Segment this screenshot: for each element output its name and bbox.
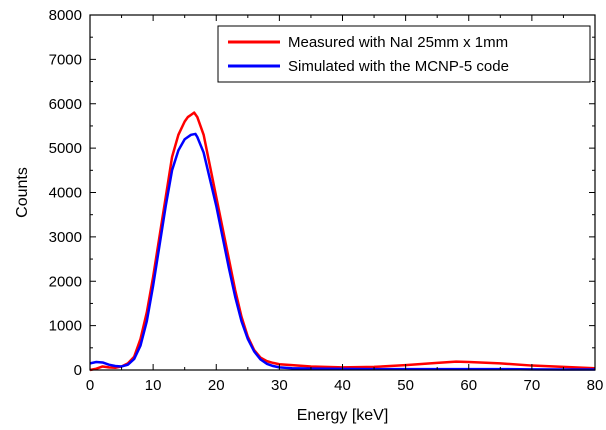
y-tick-label: 7000 bbox=[49, 51, 82, 68]
y-tick-label: 6000 bbox=[49, 96, 82, 113]
y-tick-label: 0 bbox=[74, 362, 82, 379]
x-tick-label: 70 bbox=[524, 377, 541, 394]
y-axis-title: Counts bbox=[14, 167, 31, 218]
y-tick-label: 8000 bbox=[49, 7, 82, 24]
y-tick-label: 3000 bbox=[49, 229, 82, 246]
x-tick-label: 40 bbox=[334, 377, 351, 394]
y-tick-label: 4000 bbox=[49, 185, 82, 202]
y-tick-label: 1000 bbox=[49, 318, 82, 335]
legend-label-1: Measured with NaI 25mm x 1mm bbox=[288, 34, 508, 51]
x-tick-label: 0 bbox=[86, 377, 94, 394]
series-layer bbox=[89, 111, 596, 372]
x-tick-label: 30 bbox=[271, 377, 288, 394]
x-tick-label: 50 bbox=[397, 377, 414, 394]
y-tick-label: 2000 bbox=[49, 273, 82, 290]
x-axis-title: Energy [keV] bbox=[297, 407, 389, 424]
series-line-1 bbox=[89, 111, 596, 372]
x-tick-label: 10 bbox=[145, 377, 162, 394]
series-line-2 bbox=[89, 132, 595, 371]
axes-layer: 0 10 20 30 40 50 60 70 80 0 1000 2000 3000 4000 5000 60… bbox=[14, 7, 603, 424]
legend-label-2: Simulated with the MCNP-5 code bbox=[288, 58, 509, 75]
x-tick-label: 20 bbox=[208, 377, 225, 394]
y-tick-label: 5000 bbox=[49, 140, 82, 157]
x-tick-label: 60 bbox=[460, 377, 477, 394]
x-tick-label: 80 bbox=[587, 377, 604, 394]
legend: Measured with NaI 25mm x 1mm Simulated wi… bbox=[217, 25, 591, 83]
legend-box bbox=[217, 25, 591, 83]
